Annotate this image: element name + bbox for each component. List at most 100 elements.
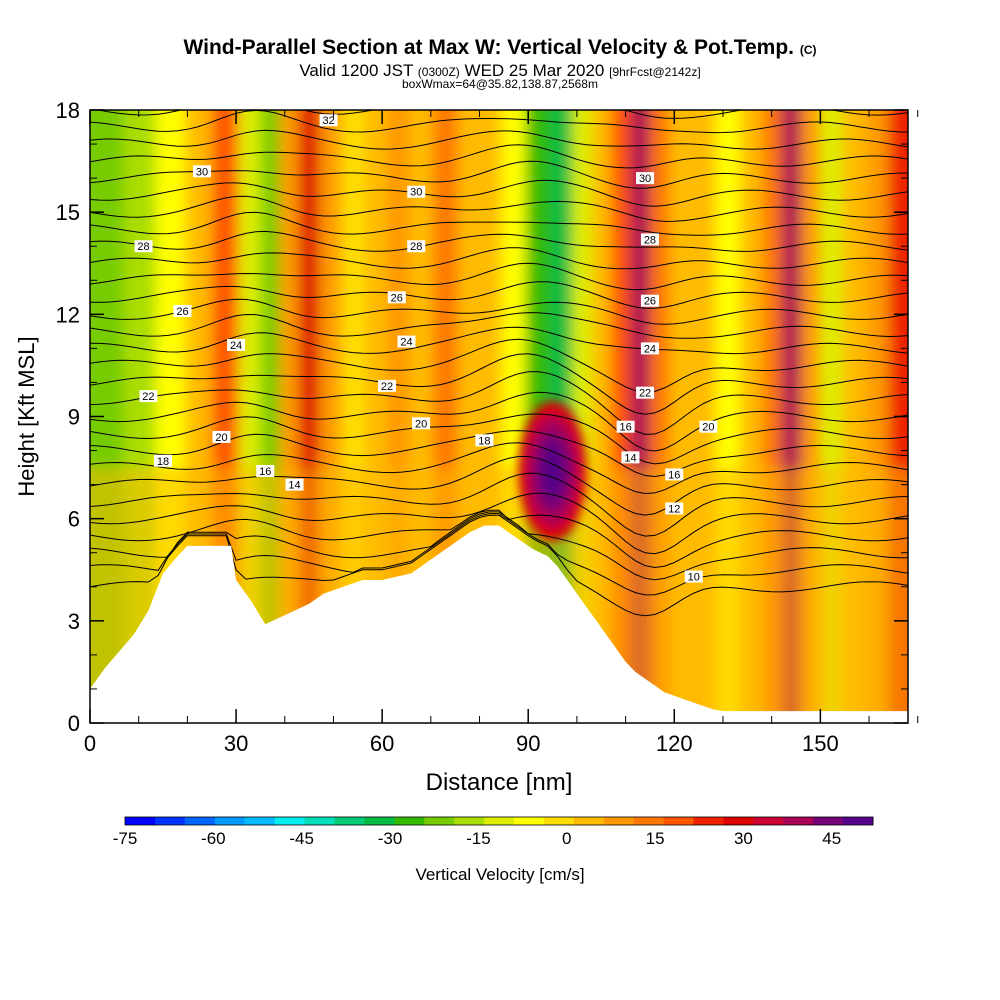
isentrope-label-box [665, 502, 684, 515]
colorbar-swatch [334, 817, 365, 825]
isentrope-label-box [636, 386, 655, 399]
x-axis-label: Distance [nm] [426, 769, 573, 796]
colorbar-swatch [214, 817, 246, 825]
isentrope-label-box [665, 468, 684, 481]
y-tick-label: 0 [68, 711, 80, 736]
colorbar-swatch [154, 817, 186, 825]
isentrope-label-box [134, 240, 153, 253]
isentrope-label: 26 [391, 292, 403, 304]
colorbar-swatch [274, 817, 306, 825]
isentrope-label-box [173, 304, 192, 317]
x-tick-label: 120 [656, 731, 693, 756]
isentrope-line [90, 230, 908, 252]
colorbar-swatch [394, 817, 425, 825]
isentrope-line [90, 353, 908, 415]
colorbar-swatch [723, 817, 754, 825]
isentrope-label: 32 [322, 115, 334, 127]
isentropes [90, 79, 908, 617]
isentrope-label-box [412, 417, 431, 430]
updraft-core [518, 400, 587, 541]
y-tick-label: 12 [56, 302, 80, 327]
isentrope-label: 16 [259, 466, 271, 478]
isentrope-line [90, 281, 908, 309]
colorbar-tick-label: -15 [466, 829, 491, 848]
isentrope-label-box [407, 240, 426, 253]
colorbar-swatch [125, 817, 156, 825]
valid-utc: (0300Z) [417, 65, 460, 79]
valid-date: WED 25 Mar 2020 [464, 61, 605, 80]
isentrope-label: 22 [142, 391, 154, 403]
isentrope-label-box [285, 478, 304, 491]
colorbar-tick-label: 0 [562, 829, 571, 848]
x-tick-label: 30 [224, 731, 248, 756]
colorbar-swatch [454, 817, 485, 825]
isentrope-label-box [154, 454, 173, 467]
x-tick-label: 0 [84, 731, 96, 756]
isentrope-label: 20 [215, 432, 227, 444]
colorbar-tick-label: 45 [822, 829, 841, 848]
colorbar-tick-label: -45 [289, 829, 314, 848]
isentrope-line [90, 144, 908, 169]
y-tick-label: 3 [68, 609, 80, 634]
isentrope-label: 30 [410, 187, 422, 199]
isentrope-line [90, 262, 908, 291]
colorbar-swatch [424, 817, 455, 825]
isentrope-label-box [227, 338, 246, 351]
colorbar-label: Vertical Velocity [cm/s] [415, 865, 584, 884]
isentrope-line [90, 513, 908, 596]
colorbar-swatch [663, 817, 694, 825]
colorbar-swatch [244, 817, 276, 825]
y-axis-label: Height [Kft MSL] [14, 336, 39, 496]
isentrope-label: 26 [176, 306, 188, 318]
y-tick-label: 18 [56, 98, 80, 123]
colorbar: -75 -60 -45 -30 -15 0 15 30 45 Vertical Velocity … [113, 816, 874, 884]
box-max-info: boxWmax=64@35.82,138.87,2568m [402, 77, 598, 91]
isentrope-label-box [192, 165, 211, 178]
isentrope-line [90, 110, 908, 134]
isentrope-line [90, 79, 908, 104]
isentrope-label-box [475, 434, 494, 447]
colorbar-tick-label: 30 [734, 829, 753, 848]
isentrope-label-box [407, 185, 426, 198]
isentrope-line [90, 179, 908, 207]
isentrope-label-box [397, 335, 416, 348]
colorbar-tick-label: 15 [646, 829, 665, 848]
isentrope-label: 12 [668, 503, 680, 515]
isentrope-line [90, 413, 908, 465]
isentrope-line [90, 492, 908, 555]
colorbar-frame [124, 816, 874, 826]
colorbar-swatch [364, 817, 395, 825]
isentrope-label-box [212, 430, 231, 443]
isentrope-label: 24 [644, 343, 656, 355]
colorbar-swatch [693, 817, 724, 825]
valid-time: Valid 1200 JST [299, 61, 414, 80]
isentrope-line [90, 247, 908, 270]
isentrope-label: 24 [230, 340, 242, 352]
isentrope-label: 28 [137, 241, 149, 253]
isentrope-label-box [640, 294, 659, 307]
isentrope-line [90, 514, 908, 617]
isentrope-label: 14 [288, 480, 300, 492]
y-tick-label: 15 [56, 200, 80, 225]
colorbar-tick-label: -75 [113, 829, 138, 848]
isentrope-line [90, 338, 908, 393]
isentrope-label: 28 [644, 234, 656, 246]
isentrope-label-box [621, 451, 640, 464]
colorbar-swatch [513, 817, 545, 825]
isentrope-line [90, 371, 908, 435]
isentrope-label: 18 [157, 456, 169, 468]
colorbar-swatch [753, 817, 784, 825]
isentrope-line [90, 195, 908, 222]
x-tick-label: 60 [370, 731, 394, 756]
terrain-mask [90, 525, 908, 723]
isentrope-label: 26 [644, 296, 656, 308]
isentrope-line [90, 326, 908, 355]
isentrope-label-box [699, 420, 718, 433]
isentrope-label-box [640, 233, 659, 246]
isentrope-line [90, 511, 908, 581]
isentrope-line [90, 211, 908, 236]
isentrope-label: 30 [639, 173, 651, 185]
isentrope-label: 16 [619, 422, 631, 434]
colorbar-swatch [843, 817, 874, 825]
